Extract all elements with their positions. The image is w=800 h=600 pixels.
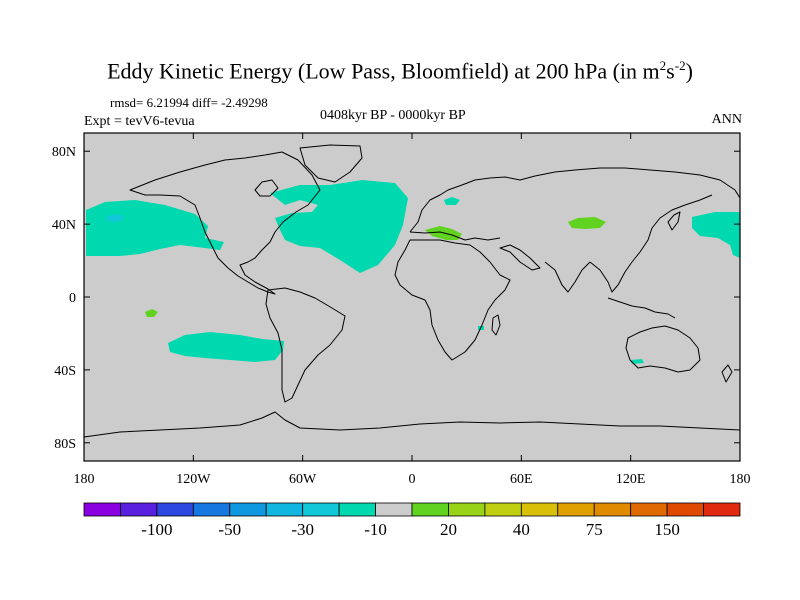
period-label: 0408kyr BP - 0000kyr BP — [320, 108, 466, 123]
north-pacific-west-anomaly — [692, 212, 740, 258]
colorbar-swatch — [192, 502, 231, 517]
colorbar-swatch — [229, 502, 267, 517]
colorbar-swatch — [630, 502, 668, 517]
colorbar-swatch — [448, 502, 486, 517]
lon-tick-label: 0 — [409, 472, 416, 487]
colorbar-label: 20 — [439, 520, 457, 539]
north-atlantic-anomaly — [270, 180, 408, 273]
colorbar-label: 75 — [585, 520, 603, 539]
colorbar-swatch — [120, 502, 158, 517]
colorbar-label: -100 — [141, 520, 173, 539]
stats-text: rmsd= 6.21994 diff= -2.49298 — [110, 95, 268, 110]
bay-of-biscay-spot — [444, 197, 460, 205]
lat-tick-label: 80S — [54, 437, 76, 452]
maritime-continent — [607, 297, 676, 319]
colorbar-swatch — [520, 502, 559, 517]
north-america-coast — [129, 151, 321, 295]
india-coast — [544, 261, 591, 293]
north-pacific-east-anomaly — [86, 200, 224, 256]
colorbar-label: -30 — [291, 520, 314, 539]
negative-anomaly-fields — [86, 180, 740, 364]
colorbar-swatch — [703, 502, 741, 517]
colorbar-swatch — [593, 502, 632, 517]
tropical-pacific-anomaly — [145, 309, 158, 317]
greenland-coast — [299, 144, 363, 183]
small-north-pacific-anomaly — [106, 214, 124, 222]
coastlines — [83, 144, 741, 438]
colorbar-swatch — [156, 502, 194, 517]
south-pacific-anomaly — [168, 332, 284, 362]
lon-tick-label: 120E — [616, 472, 646, 487]
lon-tick-label: 180 — [74, 472, 95, 487]
colorbar — [83, 502, 741, 517]
lon-tick-label: 180 — [730, 472, 751, 487]
colorbar-swatch — [666, 502, 704, 517]
lat-tick-label: 0 — [69, 291, 76, 306]
colorbar-swatch — [411, 502, 449, 517]
colorbar-label: -10 — [364, 520, 387, 539]
madagascar — [491, 314, 501, 336]
map-plot-area: 80N 40N 0 40S 80S 180 120W 60W 0 60E 120E 180 — [52, 132, 751, 487]
lat-tick-label: 40N — [52, 218, 76, 233]
japan — [667, 211, 681, 231]
colorbar-swatch — [302, 502, 340, 517]
lat-tick-label: 40S — [54, 364, 76, 379]
new-zealand — [721, 364, 733, 383]
longitude-ticks: 180 120W 60W 0 60E 120E 180 — [74, 133, 751, 487]
mediterranean-coast — [409, 231, 501, 241]
antarctica-coast — [83, 411, 741, 438]
hudson-bay — [254, 179, 279, 197]
chart-title: Eddy Kinetic Energy (Low Pass, Bloomfiel… — [107, 58, 693, 84]
australia-coast — [625, 325, 701, 373]
south-america-coast — [265, 287, 346, 403]
colorbar-swatch — [484, 502, 522, 517]
australia-spot — [630, 359, 644, 364]
africa-coast — [394, 239, 511, 361]
central-asia-anomaly — [568, 217, 606, 229]
season-label: ANN — [711, 112, 742, 127]
lon-tick-label: 60W — [289, 472, 317, 487]
latitude-ticks: 80N 40N 0 40S 80S — [52, 145, 740, 452]
colorbar-swatch — [375, 502, 413, 517]
colorbar-swatch — [557, 502, 595, 517]
map-background — [84, 133, 740, 461]
colorbar-label: 150 — [654, 520, 680, 539]
lon-tick-label: 60E — [510, 472, 533, 487]
colorbar-swatch — [83, 502, 121, 517]
east-asia-coast — [589, 194, 713, 293]
lat-tick-label: 80N — [52, 145, 76, 160]
colorbar-label: -50 — [218, 520, 242, 539]
europe-coast — [409, 167, 741, 233]
colorbar-label: 40 — [512, 520, 530, 539]
arabia-coast — [499, 244, 541, 271]
colorbar-swatch — [265, 502, 304, 517]
experiment-label: Expt = tevV6-tevua — [84, 114, 195, 129]
colorbar-swatch — [338, 502, 376, 517]
lon-tick-label: 120W — [176, 472, 211, 487]
